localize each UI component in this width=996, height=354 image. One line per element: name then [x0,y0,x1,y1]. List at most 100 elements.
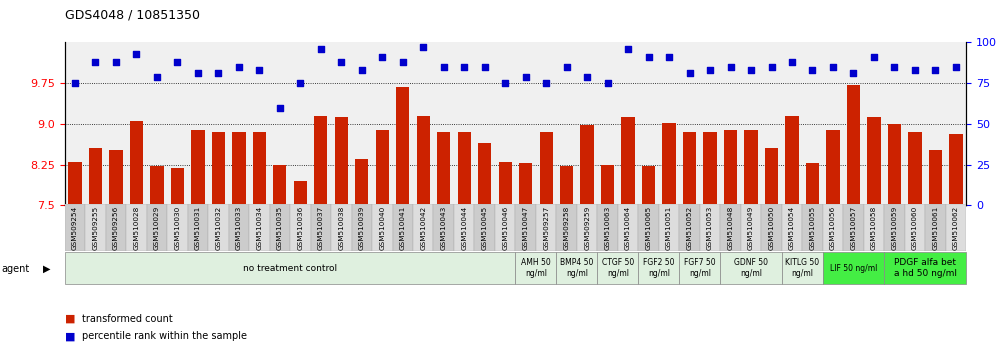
Bar [106,204,126,251]
Text: FGF7 50
ng/ml: FGF7 50 ng/ml [684,258,715,278]
Point [497,80,513,86]
Bar [69,162,82,205]
Point [886,64,902,70]
Text: GSM510063: GSM510063 [605,206,611,250]
Bar [499,162,512,205]
Point [477,64,493,70]
Bar [331,204,352,251]
Bar [65,204,86,251]
Text: GSM510036: GSM510036 [298,206,304,250]
Bar [904,204,925,251]
Bar [413,204,433,251]
Bar [416,116,430,205]
Bar [253,132,266,205]
Bar [782,204,802,251]
Bar [703,132,717,205]
Text: GSM510046: GSM510046 [502,206,508,250]
Point [334,59,350,65]
Point [354,67,370,73]
Bar [925,204,945,251]
Text: GSM510038: GSM510038 [339,206,345,250]
Point [866,54,881,60]
Point [805,67,821,73]
Text: FGF2 50
ng/ml: FGF2 50 ng/ml [643,258,674,278]
Bar [761,204,782,251]
Point [231,64,247,70]
Point [948,64,964,70]
Bar [474,204,495,251]
Text: GSM510037: GSM510037 [318,206,324,250]
Text: GSM510056: GSM510056 [830,206,836,250]
Bar [638,204,658,251]
Text: GSM510031: GSM510031 [195,206,201,250]
Text: GSM510045: GSM510045 [482,206,488,250]
FancyBboxPatch shape [720,252,782,284]
Bar [601,165,615,205]
Bar [864,204,884,251]
Bar [700,204,720,251]
Text: GSM510042: GSM510042 [420,206,426,250]
Point [907,67,923,73]
FancyBboxPatch shape [638,252,679,284]
Bar [536,204,557,251]
Bar [454,204,474,251]
Bar [270,204,290,251]
FancyBboxPatch shape [823,252,884,284]
Bar [373,204,392,251]
Bar [170,169,184,205]
Bar [150,166,163,205]
Text: PDGF alfa bet
a hd 50 ng/ml: PDGF alfa bet a hd 50 ng/ml [893,258,956,278]
Point [702,67,718,73]
Text: GSM509254: GSM509254 [72,206,78,250]
Point [149,74,165,80]
Bar [437,132,450,205]
Bar [577,204,598,251]
FancyBboxPatch shape [65,252,516,284]
Text: percentile rank within the sample: percentile rank within the sample [82,331,247,341]
Bar [110,150,123,205]
Text: no treatment control: no treatment control [243,264,338,273]
Point [251,67,267,73]
Text: GSM509257: GSM509257 [543,206,549,250]
Text: GSM510039: GSM510039 [359,206,365,250]
Bar [622,118,634,205]
Point [846,70,862,76]
Text: AMH 50
ng/ml: AMH 50 ng/ml [521,258,551,278]
Bar [581,125,594,205]
Point [722,64,738,70]
Text: GSM510049: GSM510049 [748,206,754,250]
Point [600,80,616,86]
Text: GSM510047: GSM510047 [523,206,529,250]
Point [394,59,410,65]
Point [743,67,759,73]
Text: GSM509255: GSM509255 [93,206,99,250]
Bar [908,132,921,205]
Text: GSM510055: GSM510055 [810,206,816,250]
Bar [375,130,388,205]
FancyBboxPatch shape [557,252,598,284]
Bar [844,204,864,251]
Bar [86,204,106,251]
Bar [540,132,553,205]
Bar [679,204,700,251]
Bar [720,204,741,251]
FancyBboxPatch shape [782,252,823,284]
Text: KITLG 50
ng/ml: KITLG 50 ng/ml [785,258,820,278]
Text: GDS4048 / 10851350: GDS4048 / 10851350 [65,9,200,22]
Text: GSM510052: GSM510052 [686,206,692,250]
Bar [802,204,823,251]
Bar [89,148,103,205]
Text: transformed count: transformed count [82,314,172,324]
Point [559,64,575,70]
Point [374,54,390,60]
Bar [352,204,373,251]
Bar [519,163,532,205]
Text: GDNF 50
ng/ml: GDNF 50 ng/ml [734,258,768,278]
Bar [949,134,962,205]
Text: GSM509258: GSM509258 [564,206,570,250]
Text: GSM510035: GSM510035 [277,206,283,250]
Bar [618,204,638,251]
Bar [129,121,143,205]
Point [518,74,534,80]
Bar [294,181,307,205]
